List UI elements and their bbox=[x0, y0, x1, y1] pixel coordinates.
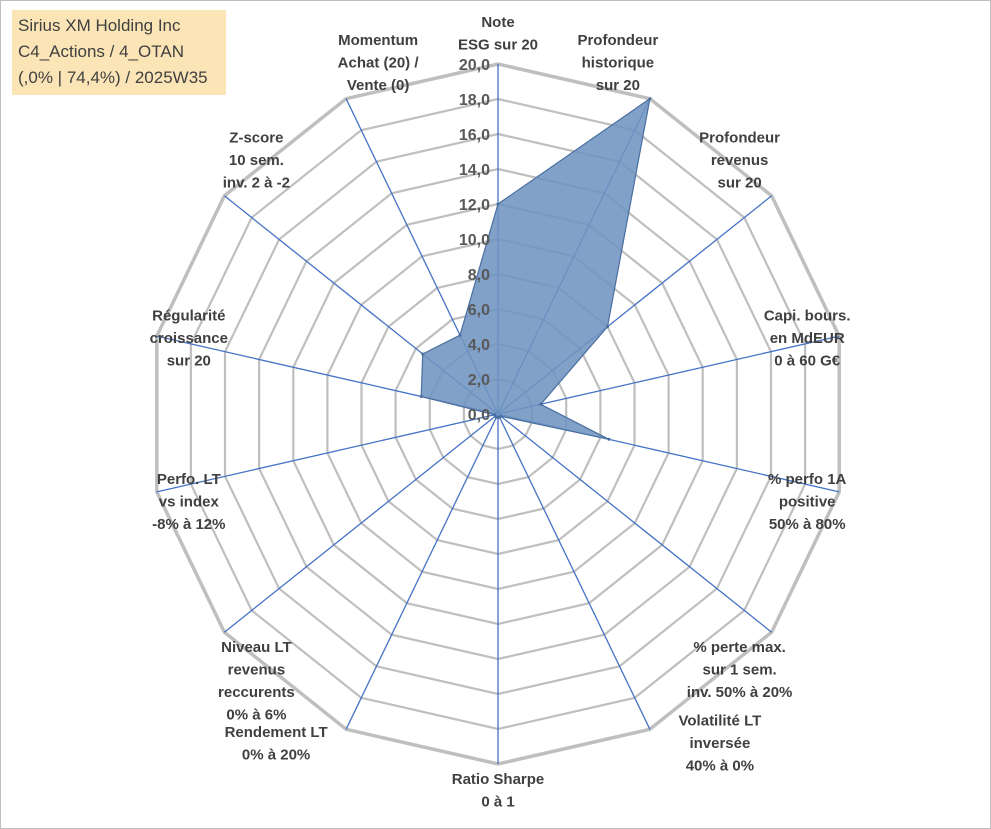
series-point bbox=[458, 333, 462, 337]
axis-label: Perfo. LT vs index -8% à 12% bbox=[152, 471, 225, 533]
axis-spoke bbox=[497, 413, 651, 730]
axis-label: Z-score 10 sem. inv. 2 à -2 bbox=[223, 129, 290, 191]
tick-label: 18,0 bbox=[459, 92, 490, 109]
series-point bbox=[421, 352, 425, 356]
axis-label: % perfo 1A positive 50% à 80% bbox=[768, 471, 847, 533]
info-stats: (,0% | 74,4%) / 2025W35 bbox=[18, 68, 208, 87]
tick-label: 10,0 bbox=[459, 232, 490, 249]
axis-label: Rendement LT 0% à 20% bbox=[225, 724, 328, 764]
axis-label: Niveau LT revenus reccurents 0% à 6% bbox=[218, 639, 295, 724]
series-point bbox=[607, 437, 611, 441]
tick-label: 2,0 bbox=[468, 372, 490, 389]
info-category: C4_Actions / 4_OTAN bbox=[18, 42, 184, 61]
tick-label: 4,0 bbox=[468, 337, 490, 354]
axis-label: Régularité croissance sur 20 bbox=[150, 307, 228, 369]
series-point bbox=[496, 202, 500, 206]
series-point bbox=[419, 395, 423, 398]
axis-label: % perte max. sur 1 sem. inv. 50% à 20% bbox=[687, 639, 793, 701]
axis-label: Profondeur historique sur 20 bbox=[577, 32, 658, 94]
tick-label: 6,0 bbox=[468, 302, 490, 319]
axis-spoke bbox=[223, 413, 499, 633]
tick-label: 16,0 bbox=[459, 127, 490, 144]
axis-spoke bbox=[497, 335, 840, 415]
axis-label: Note ESG sur 20 bbox=[458, 14, 538, 54]
axis-spoke bbox=[156, 413, 499, 493]
series-point bbox=[493, 413, 497, 417]
info-box: Sirius XM Holding Inc C4_Actions / 4_OTA… bbox=[12, 10, 226, 95]
axis-label: Volatilité LT inversée 40% à 0% bbox=[679, 713, 762, 775]
radar-series bbox=[419, 97, 652, 441]
axis-spoke bbox=[497, 413, 773, 633]
axis-label: Ratio Sharpe 0 à 1 bbox=[452, 771, 545, 811]
info-title: Sirius XM Holding Inc bbox=[18, 16, 181, 35]
radar-tick-labels: 0,0 2,0 4,0 6,0 8,0 10,0 12,0 14,0 16,0 18,0 20,0 bbox=[459, 57, 490, 424]
series-area bbox=[420, 97, 651, 440]
series-point bbox=[539, 402, 543, 406]
tick-label: 14,0 bbox=[459, 162, 490, 179]
axis-spoke bbox=[345, 413, 499, 730]
radar-axis-labels: Note ESG sur 20 Profondeur historique sur 20… bbox=[150, 14, 851, 811]
axis-label: Momentum Achat (20) / Vente (0) bbox=[338, 32, 420, 94]
series-point bbox=[648, 97, 652, 101]
series-point bbox=[606, 325, 609, 329]
tick-label: 8,0 bbox=[468, 267, 490, 284]
axis-label: Profondeur revenus sur 20 bbox=[699, 129, 780, 191]
tick-label: 0,0 bbox=[468, 407, 490, 424]
axis-label: Capi. bours. en MdEUR 0 à 60 G€ bbox=[764, 307, 851, 369]
tick-label: 20,0 bbox=[459, 57, 490, 74]
tick-label: 12,0 bbox=[459, 197, 490, 214]
